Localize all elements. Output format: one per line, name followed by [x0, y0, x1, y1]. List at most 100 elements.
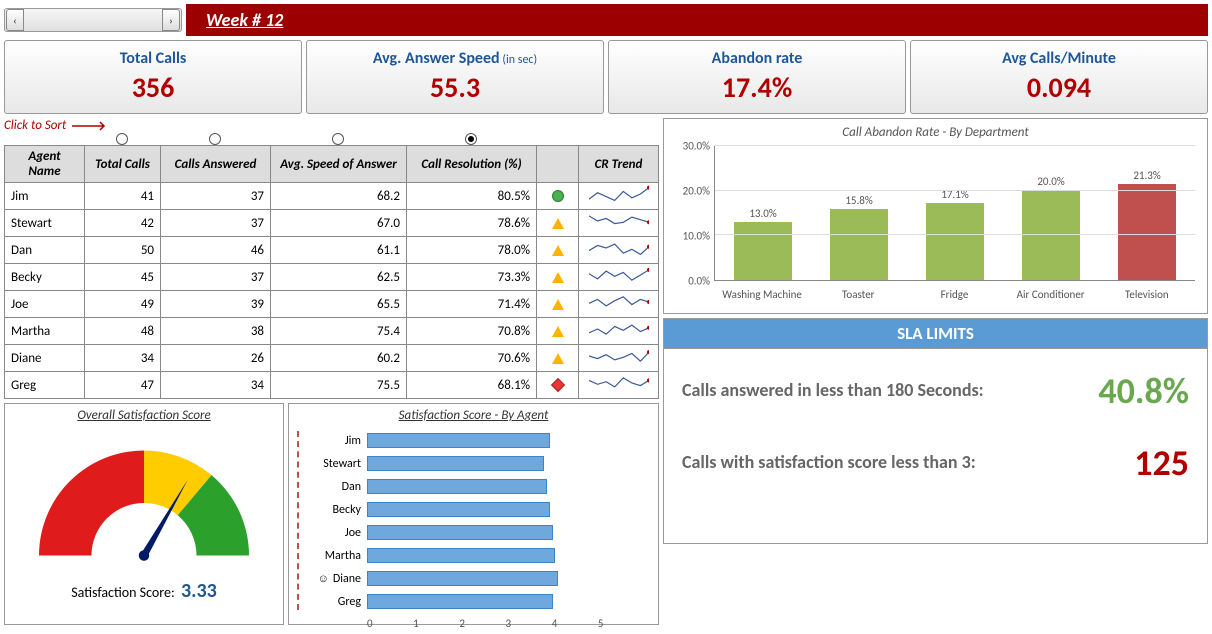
abandon-chart-title: Call Abandon Rate - By Department [670, 125, 1201, 140]
col-header: Avg. Speed of Answer [271, 146, 407, 183]
total-calls: 50 [85, 237, 161, 264]
indicator-cell [537, 345, 579, 372]
trend-cell [579, 210, 659, 237]
kpi-label: Avg Calls/Minute [915, 49, 1203, 68]
abandon-chart-panel: Call Abandon Rate - By Department 0.0%10… [663, 118, 1208, 314]
agent-bar-fill [367, 456, 544, 471]
indicator-cell [537, 237, 579, 264]
bar-rect [1118, 184, 1176, 280]
trend-cell [579, 237, 659, 264]
indicator-cell [537, 264, 579, 291]
calls-answered: 37 [161, 264, 271, 291]
sla-row2-value: 125 [1134, 441, 1189, 485]
agent-bar-row: Dan [297, 477, 644, 496]
agent-name: Diane [5, 345, 85, 372]
col-header: Agent Name [5, 146, 85, 183]
call-resolution: 71.4% [407, 291, 537, 318]
col-header: Call Resolution (%) [407, 146, 537, 183]
sort-hint: Click to Sort [4, 118, 110, 133]
bar-rect [830, 209, 888, 280]
agent-bar-row: ☺Diane [297, 569, 644, 588]
calls-answered: 46 [161, 237, 271, 264]
avg-speed: 75.5 [271, 372, 407, 399]
sla-row1-value: 40.8% [1098, 369, 1189, 413]
indicator-cell [537, 372, 579, 399]
agent-name: Joe [5, 291, 85, 318]
agent-bar-label: Dan [297, 480, 367, 494]
bar-value-label: 20.0% [1037, 175, 1064, 188]
trend-cell [579, 291, 659, 318]
table-row: Greg 47 34 75.5 68.1% [5, 372, 659, 399]
week-next-button[interactable]: › [162, 9, 180, 31]
agent-bar-fill [367, 502, 550, 517]
agent-bar-fill [367, 525, 553, 540]
bar-col: 13.0% [723, 207, 803, 281]
call-resolution: 73.3% [407, 264, 537, 291]
gauge-panel: Overall Satisfaction Score Satisfaction … [4, 403, 284, 625]
sla-body: Calls answered in less than 180 Seconds:… [663, 349, 1208, 544]
sort-radio-3[interactable] [332, 133, 344, 145]
col-header: Total Calls [85, 146, 161, 183]
total-calls: 49 [85, 291, 161, 318]
agent-bar-row: Greg [297, 592, 644, 611]
calls-answered: 34 [161, 372, 271, 399]
sla-row1-text: Calls answered in less than 180 Seconds: [682, 380, 1098, 402]
calls-answered: 37 [161, 183, 271, 210]
indicator-red-icon [550, 378, 564, 392]
col-header [537, 146, 579, 183]
agent-bar-row: Joe [297, 523, 644, 542]
sort-radio-row [4, 133, 659, 145]
bar-col: 15.8% [819, 194, 899, 280]
call-resolution: 70.6% [407, 345, 537, 372]
week-spinner: ‹ › [4, 8, 182, 32]
call-resolution: 68.1% [407, 372, 537, 399]
bar-value-label: 15.8% [845, 194, 872, 207]
kpi-card-2: Abandon rate 17.4% [608, 40, 906, 114]
avg-speed: 62.5 [271, 264, 407, 291]
agent-bar-row: Becky [297, 500, 644, 519]
agent-bar-fill [367, 548, 555, 563]
calls-answered: 26 [161, 345, 271, 372]
agent-bar-label: Martha [297, 549, 367, 563]
agent-name: Stewart [5, 210, 85, 237]
col-header: CR Trend [579, 146, 659, 183]
sort-radio-2[interactable] [209, 133, 221, 145]
bar-plot: 13.0% 15.8% 17.1% 20.0% 21.3% [714, 146, 1195, 281]
agents-table: Agent NameTotal CallsCalls AnsweredAvg. … [4, 145, 659, 399]
table-row: Joe 49 39 65.5 71.4% [5, 291, 659, 318]
sort-radio-1[interactable] [116, 133, 128, 145]
kpi-value: 0.094 [915, 70, 1203, 105]
agent-bar-label: Greg [297, 595, 367, 609]
agent-bar-label: Stewart [297, 457, 367, 471]
week-title: Week # 12 [186, 4, 1208, 36]
indicator-green-icon [552, 190, 564, 202]
table-row: Becky 45 37 62.5 73.3% [5, 264, 659, 291]
kpi-card-0: Total Calls 356 [4, 40, 302, 114]
total-calls: 34 [85, 345, 161, 372]
total-calls: 47 [85, 372, 161, 399]
kpi-value: 55.3 [311, 70, 599, 105]
table-row: Dan 50 46 61.1 78.0% [5, 237, 659, 264]
sla-header: SLA LIMITS [663, 318, 1208, 349]
satbar-panel: Satisfaction Score - By Agent Jim Stewar… [288, 403, 659, 625]
sla-row2-text: Calls with satisfaction score less than … [682, 452, 1134, 474]
table-row: Martha 48 38 75.4 70.8% [5, 318, 659, 345]
agent-bar-label: Jim [297, 434, 367, 448]
sort-radio-4[interactable] [465, 133, 477, 145]
bar-xaxis: Washing MachineToasterFridgeAir Conditio… [714, 288, 1195, 301]
week-prev-button[interactable]: ‹ [6, 9, 24, 31]
indicator-yellow-icon [552, 245, 564, 256]
agent-bar-row: Stewart [297, 454, 644, 473]
calls-answered: 38 [161, 318, 271, 345]
agent-bar-label: Joe [297, 526, 367, 540]
trend-cell [579, 183, 659, 210]
avg-speed: 65.5 [271, 291, 407, 318]
table-row: Jim 41 37 68.2 80.5% [5, 183, 659, 210]
agent-name: Jim [5, 183, 85, 210]
indicator-cell [537, 291, 579, 318]
indicator-yellow-icon [552, 353, 564, 364]
agent-bar-fill [367, 594, 553, 609]
trend-cell [579, 345, 659, 372]
kpi-label: Avg. Answer Speed (in sec) [311, 49, 599, 68]
agent-name: Martha [5, 318, 85, 345]
